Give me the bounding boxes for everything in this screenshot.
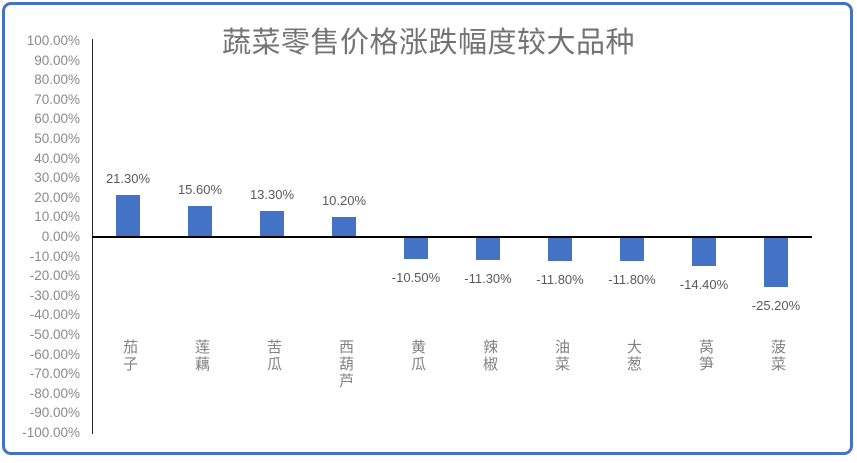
y-axis-tick-label: -20.00% [29,268,80,284]
chart-border [2,2,853,455]
series-bar-3[interactable] [260,210,284,236]
data-label: 15.60% [177,182,223,198]
x-axis-category-label: 油菜 [553,339,570,373]
y-axis-tick-label: 100.00% [26,33,80,48]
y-axis-tick-label: 80.00% [34,72,80,88]
y-axis-tick-label: -50.00% [29,327,80,342]
y-axis-tick-label: -40.00% [29,307,80,323]
series-bar-4[interactable] [332,217,356,236]
x-axis-category-label: 西葫芦 [337,339,354,390]
series-bar-2[interactable] [188,206,212,236]
y-axis-tick-label: 60.00% [34,111,80,127]
data-label: -25.20% [751,298,801,314]
y-axis-tick-label: -30.00% [29,287,80,303]
data-label: 10.20% [321,193,367,208]
y-axis-tick-label: -70.00% [29,366,80,382]
x-axis-category-label: 莲藕 [193,339,210,373]
data-label: 13.30% [249,186,295,202]
series-bar-8[interactable] [620,238,644,262]
y-axis-tick-label: -80.00% [29,385,80,401]
y-axis-tick-label: 0.00% [41,229,80,244]
y-axis-tick-label: -90.00% [29,405,80,421]
series-bar-7[interactable] [548,238,572,262]
data-label: -14.40% [679,277,729,293]
series-bar-1[interactable] [116,195,140,236]
x-axis-category-label: 大葱 [625,339,642,373]
y-axis-tick-label: 50.00% [34,131,80,146]
y-axis-tick-label: 20.00% [34,189,80,205]
y-axis-tick-label: 30.00% [34,170,80,186]
x-axis-category-label: 菠菜 [769,339,786,373]
chart-title: 蔬菜零售价格涨跌幅度较大品种 [221,27,635,59]
series-bar-6[interactable] [476,238,500,261]
y-axis-tick-label: 90.00% [34,52,80,68]
y-axis-tick-label: -60.00% [29,346,80,362]
y-axis-tick-label: -100.00% [22,425,80,440]
x-axis-category-label: 黄瓜 [409,339,426,373]
data-label: -11.80% [536,272,584,288]
y-axis-tick-label: -10.00% [29,248,80,264]
series-bar-10[interactable] [764,238,788,288]
y-axis-tick-label: 10.00% [34,209,80,225]
data-label: 21.30% [105,171,151,187]
y-axis-tick-label: 40.00% [34,150,80,166]
x-axis-category-label: 辣椒 [481,339,498,373]
x-axis-category-label: 茄子 [121,339,138,373]
x-axis-category-label: 莴笋 [697,339,714,373]
data-label: -11.30% [464,271,512,287]
data-label: -10.50% [391,269,441,285]
series-bar-5[interactable] [404,238,428,259]
data-label: -11.80% [608,272,656,288]
y-axis-tick-label: 70.00% [34,91,80,107]
x-axis-zero-line [92,236,812,238]
series-bar-9[interactable] [692,238,716,267]
x-axis-category-label: 苦瓜 [265,339,282,373]
